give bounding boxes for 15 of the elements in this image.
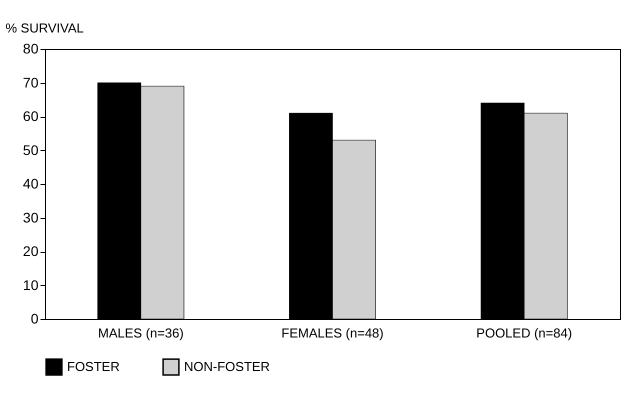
y-axis-title: % SURVIVAL [6,20,84,36]
x-tick-label: MALES (n=36) [98,326,184,340]
y-tick-label: 10 [22,276,39,293]
y-tick-label: 40 [22,176,39,192]
x-tick-label: FEMALES (n=48) [281,326,384,340]
legend-label: NON-FOSTER [184,359,270,374]
y-tick-label: 0 [30,310,39,326]
y-tick-label: 30 [22,209,39,226]
y-tick-label: 80 [22,40,39,56]
legend-label: FOSTER [67,359,120,374]
y-tick-label: 70 [22,74,39,90]
y-tick-label: 50 [22,142,39,158]
x-tick-label: POOLED (n=84) [476,326,572,340]
y-tick-label: 60 [22,108,39,124]
y-tick-label: 20 [22,243,39,259]
